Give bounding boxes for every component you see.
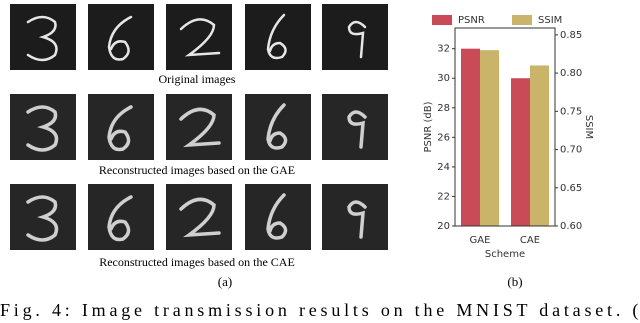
x-axis-label: Scheme — [485, 249, 525, 260]
image-bg — [166, 94, 232, 160]
y-tick-label: 32 — [437, 44, 450, 55]
digit-image — [88, 4, 154, 70]
digit-image — [88, 184, 154, 250]
image-bg — [322, 184, 388, 250]
legend-label: SSIM — [538, 15, 562, 26]
digit-image — [245, 184, 311, 250]
image-bg — [245, 184, 311, 250]
digit-image — [245, 4, 311, 70]
y2-tick-label: 0.60 — [560, 221, 582, 232]
image-bg — [322, 94, 388, 160]
bar — [530, 65, 549, 226]
digit-image — [166, 4, 232, 70]
image-bg — [166, 4, 232, 70]
digit-stroke — [266, 103, 288, 150]
y2-tick-label: 0.65 — [560, 183, 582, 194]
plot-frame — [454, 27, 556, 227]
digit-stroke — [179, 197, 221, 238]
y2-tick-label: 0.70 — [560, 145, 582, 156]
y-tick-label: 30 — [437, 73, 450, 84]
digit-stroke — [26, 105, 59, 152]
image-bg — [245, 4, 311, 70]
y-tick-label: 20 — [437, 221, 450, 232]
y2-tick-label: 0.80 — [560, 68, 582, 79]
digit-image — [10, 94, 76, 160]
digit-stroke — [266, 193, 288, 240]
digit-image — [10, 184, 76, 250]
y2-axis-label: SSIM — [583, 115, 594, 139]
y-tick-label: 28 — [437, 103, 450, 114]
legend-swatch — [432, 15, 452, 25]
digit-image — [322, 94, 388, 160]
bar — [461, 48, 480, 226]
digit-image — [166, 94, 232, 160]
digit-image — [88, 94, 154, 160]
digit-stroke — [26, 15, 58, 62]
row-caption: Reconstructed images based on the GAE — [99, 163, 295, 177]
x-tick-label: GAE — [470, 235, 491, 246]
panel-label: (b) — [507, 274, 522, 289]
digit-stroke — [107, 15, 133, 61]
digit-stroke — [266, 13, 287, 60]
digit-stroke — [179, 18, 221, 57]
y2-tick-label: 0.85 — [560, 30, 582, 41]
digit-stroke — [347, 200, 367, 239]
panel-a: Original images Reconstructed images bas… — [99, 72, 295, 289]
digit-stroke — [347, 110, 367, 149]
image-bg — [245, 94, 311, 160]
digit-stroke — [179, 107, 221, 148]
image-bg — [166, 184, 232, 250]
digit-stroke — [107, 105, 133, 152]
legend-swatch — [512, 15, 532, 25]
figure-caption: Fig. 4: Image transmission results on th… — [0, 300, 640, 321]
y-tick-label: 26 — [437, 132, 450, 143]
y-tick-label: 22 — [437, 191, 450, 202]
row-caption: Original images — [159, 72, 236, 86]
y2-tick-label: 0.75 — [560, 106, 582, 117]
digit-image — [10, 4, 76, 70]
digit-stroke — [107, 195, 133, 242]
image-bg — [322, 4, 388, 70]
x-tick-label: CAE — [520, 235, 540, 246]
legend-label: PSNR — [458, 15, 485, 26]
y-tick-label: 24 — [437, 162, 450, 173]
row-caption: Reconstructed images based on the CAE — [99, 255, 295, 269]
y-axis-label: PSNR (dB) — [423, 101, 434, 152]
digit-image — [166, 184, 232, 250]
bar — [480, 50, 499, 226]
digit-image — [245, 94, 311, 160]
digit-stroke — [26, 195, 59, 242]
bar — [511, 78, 530, 227]
panel-label: (a) — [218, 274, 232, 289]
digit-stroke — [347, 20, 367, 59]
digit-image — [322, 184, 388, 250]
digit-image — [322, 4, 388, 70]
